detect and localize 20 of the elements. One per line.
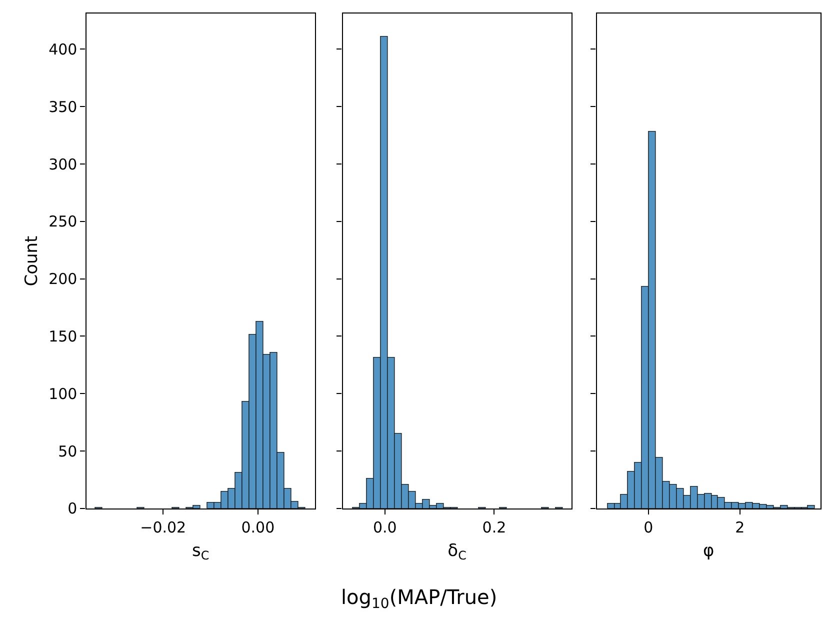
x-tick-label: 0 <box>644 518 654 536</box>
y-tick-label: 150 <box>48 327 78 346</box>
x-axis-title: φ <box>702 540 714 561</box>
x-tick-label: 2 <box>735 518 745 536</box>
y-tick-label: 200 <box>48 270 78 288</box>
y-tick-label: 350 <box>48 98 78 116</box>
x-tick-label: 0.00 <box>241 518 275 536</box>
y-tick-label: 0 <box>68 500 78 518</box>
x-tick-label: 0.2 <box>482 518 506 536</box>
y-tick-label: 50 <box>58 442 78 460</box>
x-tick-label: −0.02 <box>140 518 186 536</box>
y-tick-label: 300 <box>48 155 78 174</box>
text: log$_{10}$(MAP/True) <box>341 585 498 612</box>
y-axis-title: Count <box>22 235 42 286</box>
y-tick-label: 100 <box>48 384 78 403</box>
y-tick-label: 400 <box>48 40 78 58</box>
x-axis-title: δ$_{C}$ <box>448 540 466 562</box>
x-axis-title: s$_{C}$ <box>192 540 210 562</box>
x-tick-label: 0.0 <box>372 518 397 536</box>
y-tick-label: 250 <box>48 212 78 231</box>
